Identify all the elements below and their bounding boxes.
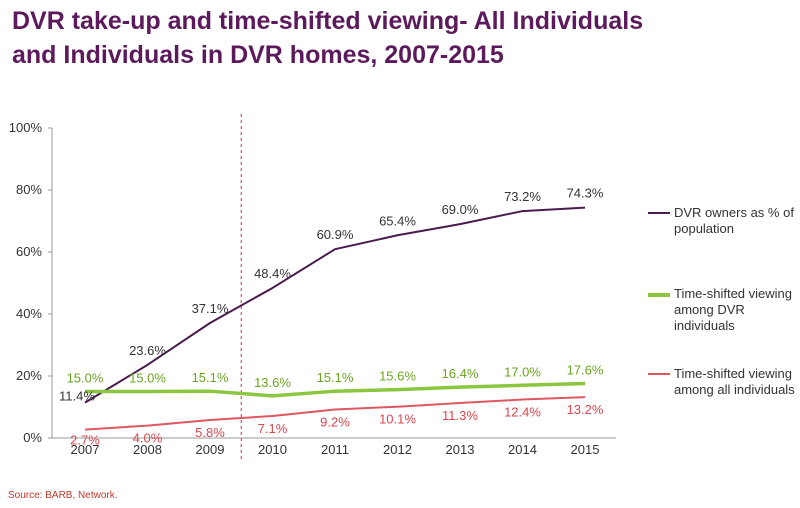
chart-title: DVR take-up and time-shifted viewing- Al…	[12, 4, 712, 72]
x-tick-label: 2011	[321, 442, 349, 457]
legend-label-all-individuals: Time-shifted viewing among all individua…	[674, 366, 795, 397]
data-label-series-3: 13.2%	[567, 402, 604, 417]
data-label-series-2: 17.0%	[504, 364, 541, 379]
data-label-series-3: 11.3%	[442, 408, 478, 423]
chart-title-line-2: and Individuals in DVR homes, 2007-2015	[12, 41, 504, 69]
data-label-series-3: 2.7%	[70, 433, 100, 448]
series-line-2	[85, 381, 586, 398]
x-tick-label: 2008	[133, 442, 162, 457]
y-tick-label: 20%	[16, 368, 42, 383]
x-tick-label: 2015	[571, 442, 600, 457]
data-label-series-2: 15.1%	[317, 370, 354, 385]
data-label-series-3: 5.8%	[195, 425, 225, 440]
data-label-series-3: 10.1%	[379, 412, 416, 427]
data-label-series-1: 73.2%	[504, 189, 541, 204]
x-tick-label: 2009	[196, 442, 225, 457]
source-note: Source: BARB, Network.	[8, 490, 118, 501]
data-label-series-2: 15.6%	[379, 369, 416, 384]
x-tick-label: 2012	[383, 442, 412, 457]
y-tick-label: 80%	[16, 182, 42, 197]
legend-label-dvr-owners: DVR owners as % of population	[674, 205, 794, 236]
legend-swatch-dvr-individuals	[648, 293, 670, 297]
data-label-series-2: 13.6%	[254, 375, 291, 390]
data-label-series-3: 9.2%	[320, 414, 350, 429]
data-label-series-1: 11.4%	[59, 389, 95, 404]
data-label-series-2: 16.4%	[442, 366, 479, 381]
data-label-series-2: 15.0%	[129, 371, 166, 386]
y-tick-label: 60%	[16, 244, 42, 259]
legend-swatch-dvr-owners	[648, 212, 670, 214]
data-label-series-3: 7.1%	[258, 421, 288, 436]
data-label-series-2: 15.0%	[67, 371, 104, 386]
data-label-series-1: 69.0%	[442, 202, 479, 217]
data-label-series-2: 15.1%	[192, 370, 229, 385]
legend-label-dvr-individuals: Time-shifted viewing among DVR individua…	[674, 286, 793, 333]
data-label-series-1: 23.6%	[129, 343, 166, 358]
x-tick-label: 2007	[71, 442, 100, 457]
data-label-series-2: 17.6%	[567, 362, 604, 377]
data-label-series-3: 4.0%	[133, 431, 163, 446]
x-tick-label: 2010	[258, 442, 287, 457]
data-label-series-1: 48.4%	[254, 266, 291, 281]
data-label-series-1: 37.1%	[192, 301, 229, 316]
chart-title-line-1: DVR take-up and time-shifted viewing- Al…	[12, 7, 644, 35]
y-tick-label: 40%	[16, 306, 42, 321]
x-tick-label: 2013	[446, 442, 475, 457]
x-tick-label: 2014	[508, 442, 537, 457]
y-tick-label: 100%	[9, 120, 43, 135]
data-label-series-1: 60.9%	[317, 227, 354, 242]
y-tick-label: 0%	[23, 430, 42, 445]
series-line-3	[84, 396, 586, 431]
data-label-series-3: 12.4%	[504, 405, 541, 420]
series-line-1	[84, 206, 586, 404]
data-label-series-1: 65.4%	[379, 213, 416, 228]
legend-swatch-all-individuals	[648, 373, 670, 375]
data-label-series-1: 74.3%	[567, 186, 604, 201]
